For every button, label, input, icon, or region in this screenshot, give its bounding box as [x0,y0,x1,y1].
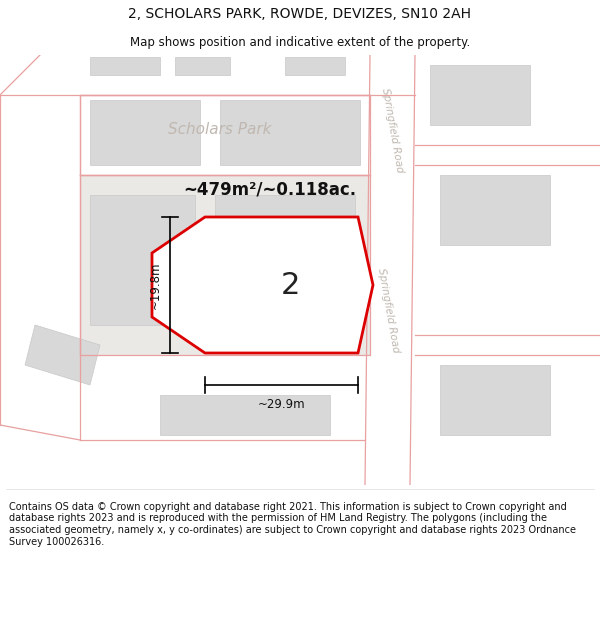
Polygon shape [430,65,530,125]
Polygon shape [220,100,360,165]
Polygon shape [152,217,373,353]
Polygon shape [440,365,550,435]
Polygon shape [0,55,600,80]
Polygon shape [285,57,345,75]
Polygon shape [80,175,370,355]
Polygon shape [0,425,120,485]
Text: ~19.8m: ~19.8m [149,261,161,309]
Polygon shape [360,55,420,485]
Polygon shape [175,57,230,75]
Text: Springfield Road: Springfield Road [376,267,400,353]
Text: Contains OS data © Crown copyright and database right 2021. This information is : Contains OS data © Crown copyright and d… [9,502,576,547]
Polygon shape [0,77,600,95]
Polygon shape [25,325,100,385]
Text: Map shows position and indicative extent of the property.: Map shows position and indicative extent… [130,36,470,49]
Text: 2: 2 [280,271,299,299]
Polygon shape [160,395,330,435]
Polygon shape [90,100,200,165]
Text: ~479m²/~0.118ac.: ~479m²/~0.118ac. [184,181,356,199]
Polygon shape [0,55,70,95]
Polygon shape [0,355,80,440]
Polygon shape [440,175,550,245]
Polygon shape [0,440,600,485]
Polygon shape [215,195,355,325]
Polygon shape [90,57,160,75]
Text: Scholars Park: Scholars Park [168,122,272,138]
Text: Springfield Road: Springfield Road [380,87,404,173]
Polygon shape [90,195,195,325]
Text: 2, SCHOLARS PARK, ROWDE, DEVIZES, SN10 2AH: 2, SCHOLARS PARK, ROWDE, DEVIZES, SN10 2… [128,7,472,21]
Text: ~29.9m: ~29.9m [257,399,305,411]
